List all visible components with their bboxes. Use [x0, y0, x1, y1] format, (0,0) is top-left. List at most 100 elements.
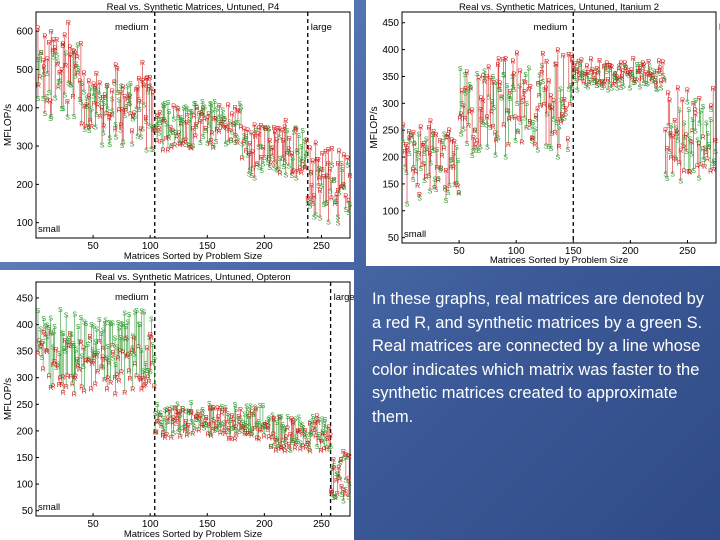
synthetic-marker: S	[642, 81, 647, 88]
real-marker: R	[444, 135, 449, 142]
real-marker: R	[167, 407, 172, 414]
real-marker: R	[313, 140, 318, 147]
synthetic-marker: S	[82, 127, 87, 134]
real-marker: R	[256, 436, 261, 443]
real-marker: R	[547, 78, 552, 85]
synthetic-marker: S	[178, 413, 183, 420]
x-tick-label: 200	[256, 241, 273, 252]
real-marker: R	[621, 69, 626, 76]
synthetic-marker: S	[59, 106, 64, 113]
synthetic-marker: S	[187, 410, 192, 417]
real-marker: R	[258, 123, 263, 130]
real-marker: R	[670, 134, 675, 141]
real-marker: R	[194, 415, 199, 422]
synthetic-marker: S	[48, 116, 53, 123]
synthetic-marker: S	[235, 135, 240, 142]
real-marker: R	[194, 106, 199, 113]
synthetic-marker: S	[39, 50, 44, 57]
synthetic-marker: S	[311, 201, 316, 208]
real-marker: R	[575, 70, 580, 77]
real-marker: R	[499, 94, 504, 101]
synthetic-marker: S	[450, 157, 455, 164]
synthetic-marker: S	[476, 148, 481, 155]
real-marker: R	[658, 79, 663, 86]
synthetic-marker: S	[345, 162, 350, 169]
real-marker: R	[227, 128, 232, 135]
real-marker: R	[613, 72, 618, 79]
synthetic-marker: S	[107, 320, 112, 327]
synthetic-marker: S	[321, 202, 326, 209]
real-marker: R	[204, 415, 209, 422]
synthetic-marker: S	[79, 315, 84, 322]
synthetic-marker: S	[211, 143, 216, 150]
synthetic-marker: S	[220, 107, 225, 114]
real-marker: R	[177, 409, 182, 416]
real-marker: R	[448, 165, 453, 172]
real-marker: R	[329, 490, 334, 497]
real-marker: R	[651, 73, 656, 80]
synthetic-marker: S	[194, 417, 199, 424]
synthetic-marker: S	[154, 430, 159, 437]
synthetic-marker: S	[195, 105, 200, 112]
synthetic-marker: S	[54, 365, 59, 372]
synthetic-marker: S	[187, 118, 192, 125]
real-marker: R	[226, 426, 231, 433]
real-marker: R	[158, 414, 163, 421]
real-marker: R	[283, 118, 288, 125]
real-marker: R	[319, 168, 324, 175]
synthetic-marker: S	[116, 320, 121, 327]
synthetic-marker: S	[197, 416, 202, 423]
real-marker: R	[290, 418, 295, 425]
synthetic-marker: S	[216, 420, 221, 427]
real-marker: R	[585, 70, 590, 77]
real-marker: R	[329, 146, 334, 153]
real-marker: R	[650, 76, 655, 83]
synthetic-marker: S	[253, 128, 258, 135]
synthetic-marker: S	[580, 72, 585, 79]
synthetic-marker: S	[65, 338, 70, 345]
y-tick-label: 50	[388, 233, 400, 244]
real-marker: R	[192, 113, 197, 120]
real-marker: R	[223, 431, 228, 438]
synthetic-marker: S	[251, 412, 256, 419]
real-marker: R	[609, 64, 614, 71]
synthetic-marker: S	[347, 481, 352, 488]
real-marker: R	[143, 115, 148, 122]
synthetic-marker: S	[236, 418, 241, 425]
synthetic-marker: S	[693, 98, 698, 105]
synthetic-marker: S	[451, 151, 456, 158]
synthetic-marker: S	[576, 71, 581, 78]
synthetic-marker: S	[44, 94, 49, 101]
real-marker: R	[110, 88, 115, 95]
real-marker: R	[107, 112, 112, 119]
data-points: RSRSRSRSRSRSRSRSRSRSRSRSRSRSRSRSRSRSRSRS…	[35, 20, 352, 227]
real-marker: R	[208, 141, 213, 148]
synthetic-marker: S	[511, 84, 516, 91]
synthetic-marker: S	[97, 92, 102, 99]
synthetic-marker: S	[463, 90, 468, 97]
real-marker: R	[660, 60, 665, 67]
synthetic-marker: S	[505, 83, 510, 90]
synthetic-marker: S	[268, 146, 273, 153]
real-marker: R	[37, 339, 42, 346]
synthetic-marker: S	[269, 444, 274, 451]
synthetic-marker: S	[578, 62, 583, 69]
synthetic-marker: S	[96, 349, 101, 356]
real-marker: R	[115, 373, 120, 380]
real-marker: R	[185, 432, 190, 439]
real-marker: R	[145, 345, 150, 352]
real-marker: R	[59, 382, 64, 389]
real-marker: R	[143, 382, 148, 389]
data-points: RSRSRSRSRSRSRSRSRSRSRSRSRSRSRSRSRSRSRSRS…	[401, 48, 718, 209]
real-marker: R	[199, 423, 204, 430]
real-marker: R	[326, 147, 331, 154]
synthetic-marker: S	[675, 131, 680, 138]
synthetic-marker: S	[175, 105, 180, 112]
synthetic-marker: S	[294, 435, 299, 442]
synthetic-marker: S	[185, 408, 190, 415]
synthetic-marker: S	[470, 153, 475, 160]
real-marker: R	[268, 160, 273, 167]
real-marker: R	[214, 127, 219, 134]
synthetic-marker: S	[171, 416, 176, 423]
real-marker: R	[149, 335, 154, 342]
